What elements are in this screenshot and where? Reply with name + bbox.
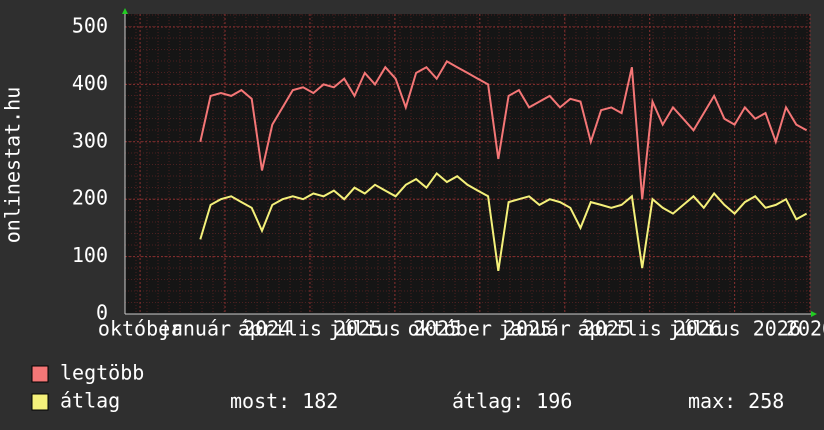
x-tick-label: 2026 xyxy=(786,317,824,341)
y-tick-label: 300 xyxy=(72,128,108,152)
y-tick-label: 0 xyxy=(96,301,108,325)
x-tick-label: július 2026 xyxy=(668,317,800,341)
stat: átlag: 196 xyxy=(452,389,572,413)
x-tick-label: október xyxy=(98,317,182,341)
y-tick-label: 400 xyxy=(72,71,108,95)
legend-swatch xyxy=(31,393,49,411)
legend: legtöbb átlag most: 182 átlag: 196 max: 258 xyxy=(31,361,784,413)
axis-arrow xyxy=(811,311,817,317)
axis-arrow xyxy=(122,8,128,14)
stat-label: most: xyxy=(230,389,290,413)
x-tick-label: október 2025 xyxy=(408,317,553,341)
y-tick-label: 500 xyxy=(72,14,108,38)
stat-value: 182 xyxy=(302,389,338,413)
lines xyxy=(199,60,808,272)
y-tick-label: 100 xyxy=(72,243,108,267)
x-tick-label: január 2024 xyxy=(159,317,291,341)
legend-label: átlag xyxy=(60,389,120,413)
stat-value: 196 xyxy=(536,389,572,413)
series-line xyxy=(199,171,808,272)
grid xyxy=(125,14,811,315)
stat-label: max: xyxy=(688,389,736,413)
legend-label: legtöbb xyxy=(60,361,144,385)
x-tick-label: április 2026 xyxy=(577,317,722,341)
series-line xyxy=(199,60,808,200)
x-tick-label: július 2025 xyxy=(329,317,461,341)
legend-swatch xyxy=(31,365,49,383)
x-tick-label: január 2025 xyxy=(499,317,631,341)
stat: max: 258 xyxy=(688,389,784,413)
y-tick-label: 200 xyxy=(72,186,108,210)
stat: most: 182 xyxy=(230,389,338,413)
x-tick-label: április 2025 xyxy=(238,317,383,341)
stat-value: 258 xyxy=(748,389,784,413)
stat-label: átlag: xyxy=(452,389,524,413)
y-axis-label: onlinestat.hu xyxy=(1,87,25,244)
